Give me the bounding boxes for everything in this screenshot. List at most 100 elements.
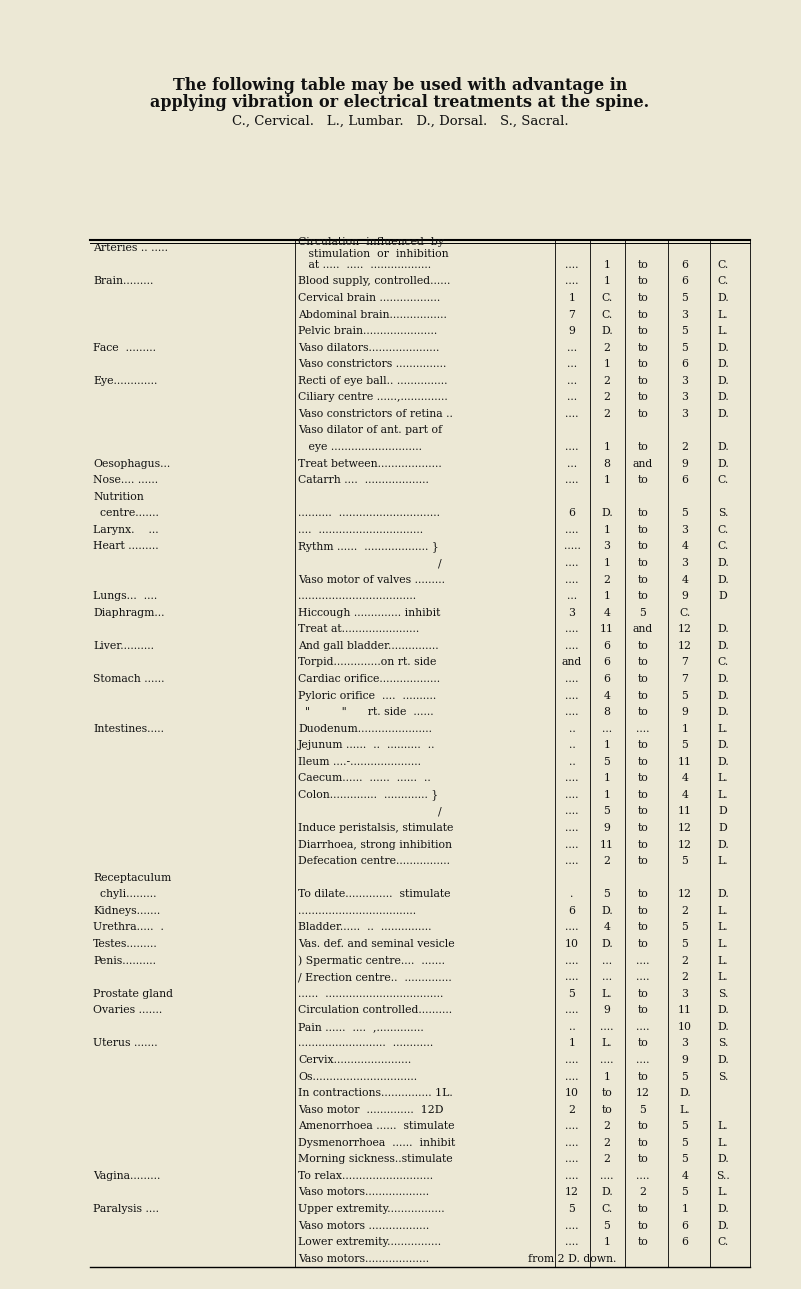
Text: 2: 2	[682, 442, 689, 452]
Text: D.: D.	[717, 293, 729, 303]
Text: Diarrhoea, strong inhibition: Diarrhoea, strong inhibition	[298, 839, 452, 849]
Text: 4: 4	[604, 923, 610, 932]
Text: 3: 3	[682, 376, 689, 385]
Text: 2: 2	[569, 1105, 575, 1115]
Text: Jejunum ......  ..  ..........  ..: Jejunum ...... .. .......... ..	[298, 740, 436, 750]
Text: to: to	[638, 1138, 648, 1147]
Text: eye ...........................: eye ...........................	[298, 442, 422, 452]
Text: ....: ....	[566, 476, 579, 485]
Text: to: to	[638, 807, 648, 816]
Text: Caecum......  ......  ......  ..: Caecum...... ...... ...... ..	[298, 773, 431, 784]
Text: 9: 9	[604, 824, 610, 833]
Text: To relax...........................: To relax...........................	[298, 1170, 433, 1181]
Text: 6: 6	[682, 1221, 689, 1231]
Text: / Erection centre..  ..............: / Erection centre.. ..............	[298, 972, 452, 982]
Text: to: to	[638, 674, 648, 684]
Text: Duodenum......................: Duodenum......................	[298, 723, 432, 733]
Text: In contractions............... 1L.: In contractions............... 1L.	[298, 1088, 453, 1098]
Text: to: to	[638, 260, 648, 269]
Text: L.: L.	[718, 790, 728, 800]
Text: Liver..........: Liver..........	[93, 641, 154, 651]
Text: Penis..........: Penis..........	[93, 955, 156, 965]
Text: to: to	[638, 376, 648, 385]
Text: 2: 2	[603, 1155, 610, 1164]
Text: 12: 12	[636, 1088, 650, 1098]
Text: to: to	[638, 541, 648, 552]
Text: ..........  ..............................: .......... .............................…	[298, 508, 440, 518]
Text: to: to	[638, 708, 648, 717]
Text: 5: 5	[682, 1138, 688, 1147]
Text: to: to	[602, 1088, 613, 1098]
Text: 3: 3	[682, 309, 689, 320]
Text: Arteries .. .....: Arteries .. .....	[93, 244, 168, 253]
Text: ....: ....	[566, 442, 579, 452]
Text: to: to	[638, 276, 648, 286]
Text: C.: C.	[718, 276, 729, 286]
Text: 3: 3	[682, 392, 689, 402]
Text: ) Spermatic centre....  .......: ) Spermatic centre.... .......	[298, 955, 445, 965]
Text: 5: 5	[682, 923, 688, 932]
Text: D.: D.	[717, 392, 729, 402]
Text: 12: 12	[678, 839, 692, 849]
Text: Vaso constrictors of retina ..: Vaso constrictors of retina ..	[298, 409, 453, 419]
Text: C.: C.	[718, 657, 729, 668]
Text: Cardiac orifice..................: Cardiac orifice..................	[298, 674, 440, 684]
Text: D.: D.	[717, 1204, 729, 1214]
Text: 2: 2	[682, 955, 689, 965]
Text: ....: ....	[566, 1054, 579, 1065]
Text: 11: 11	[678, 807, 692, 816]
Text: D.: D.	[717, 409, 729, 419]
Text: ....: ....	[636, 1022, 650, 1031]
Text: 7: 7	[682, 657, 688, 668]
Text: to: to	[638, 906, 648, 916]
Text: to: to	[638, 773, 648, 784]
Text: Diaphragm...: Diaphragm...	[93, 607, 164, 617]
Text: C.: C.	[718, 541, 729, 552]
Text: Hiccough .............. inhibit: Hiccough .............. inhibit	[298, 607, 441, 617]
Text: Oesophagus...: Oesophagus...	[93, 459, 171, 469]
Text: 5: 5	[682, 1155, 688, 1164]
Text: 1: 1	[603, 740, 610, 750]
Text: S.: S.	[718, 989, 728, 999]
Text: ...: ...	[567, 360, 577, 369]
Text: 1: 1	[603, 260, 610, 269]
Text: L.: L.	[718, 773, 728, 784]
Text: Cervical brain ..................: Cervical brain ..................	[298, 293, 441, 303]
Text: 1: 1	[603, 773, 610, 784]
Text: L.: L.	[718, 972, 728, 982]
Text: centre.......: centre.......	[93, 508, 159, 518]
Text: D.: D.	[717, 1005, 729, 1016]
Text: ....: ....	[566, 972, 579, 982]
Text: 5: 5	[604, 1221, 610, 1231]
Text: ....: ....	[566, 773, 579, 784]
Text: C., Cervical.   L., Lumbar.   D., Dorsal.   S., Sacral.: C., Cervical. L., Lumbar. D., Dorsal. S.…	[231, 115, 569, 128]
Text: 6: 6	[569, 906, 575, 916]
Text: Vaso motors...................: Vaso motors...................	[298, 1187, 429, 1197]
Text: 8: 8	[603, 459, 610, 469]
Text: 5: 5	[682, 293, 688, 303]
Text: 8: 8	[603, 708, 610, 717]
Text: to: to	[638, 923, 648, 932]
Text: Receptaculum: Receptaculum	[93, 873, 171, 883]
Text: 1: 1	[603, 1071, 610, 1081]
Text: 6: 6	[682, 476, 689, 485]
Text: ....: ....	[566, 1170, 579, 1181]
Text: 2: 2	[603, 856, 610, 866]
Text: ....: ....	[566, 1138, 579, 1147]
Text: 3: 3	[682, 989, 689, 999]
Text: 9: 9	[682, 708, 688, 717]
Text: to: to	[638, 409, 648, 419]
Text: ....: ....	[566, 790, 579, 800]
Text: to: to	[638, 575, 648, 585]
Text: ....: ....	[566, 856, 579, 866]
Text: to: to	[638, 592, 648, 601]
Text: 3: 3	[682, 525, 689, 535]
Text: Kidneys.......: Kidneys.......	[93, 906, 160, 916]
Text: 5: 5	[604, 807, 610, 816]
Text: L.: L.	[718, 906, 728, 916]
Text: Vaso motor  ..............  12D: Vaso motor .............. 12D	[298, 1105, 444, 1115]
Text: Amenorrhoea ......  stimulate: Amenorrhoea ...... stimulate	[298, 1121, 454, 1132]
Text: ....: ....	[566, 641, 579, 651]
Text: 2: 2	[603, 1121, 610, 1132]
Text: to: to	[638, 442, 648, 452]
